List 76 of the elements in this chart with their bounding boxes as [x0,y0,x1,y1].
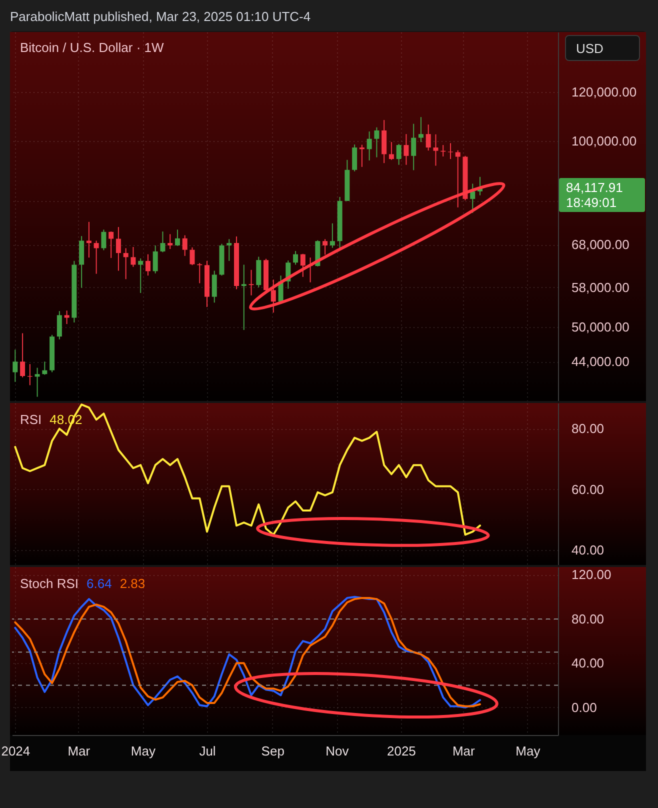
x-tick-label: Nov [326,744,350,758]
y-tick-label: 0.00 [572,700,597,715]
candlestick [101,229,106,251]
candlestick [433,134,438,166]
line-series [14,404,481,536]
candlestick [270,279,276,314]
text: ParabolicMatt published, Mar 23, 2025 01:10 UTC-4 [10,9,311,24]
x-tick-label: Jul [199,744,216,758]
candlestick [404,134,409,166]
candlestick [86,221,92,258]
x-tick-label: 2025 [386,744,416,758]
candlestick [145,254,150,276]
candlestick [418,116,424,143]
candlestick [382,120,387,164]
text: RSI [20,412,42,427]
candlestick [352,144,358,172]
candlestick [174,229,180,246]
y-tick-label: 120.00 [572,567,612,582]
candlestick [374,126,380,158]
candlestick [448,142,453,160]
annotation: 2.83 [120,576,146,591]
y-tick-label: 40.00 [572,542,604,558]
x-tick-label: Mar [68,744,91,758]
candlestick [123,248,128,280]
candlestick [64,310,70,325]
text: Stoch RSI [20,576,79,591]
candlestick [138,258,144,294]
y-tick-label: 60.00 [572,482,604,497]
candlestick [248,269,254,296]
price-tag: 84,117.91 18:49:01 [559,178,645,212]
candlestick [56,310,62,340]
y-tick-label: 50,000.00 [572,320,630,335]
candlestick [20,332,26,378]
y-tick-label: 100,000.00 [572,133,637,148]
candlestick [94,240,99,274]
candlestick [426,124,431,152]
candlestick [130,246,136,268]
text: Bitcoin / U.S. Dollar · 1W [20,40,164,55]
candlestick [330,222,335,248]
y-tick-label: 80.00 [572,421,604,436]
x-tick-label: May [516,744,541,758]
candlestick [152,244,158,274]
candlestick [455,150,460,208]
candlestick [359,144,364,168]
candlestick [108,231,114,258]
candlestick [168,234,173,250]
candlestick [212,270,217,304]
y-tick-label: 80.00 [572,611,604,626]
candlestick [42,361,48,376]
currency-button: USD [565,35,640,61]
candlestick [226,238,232,262]
x-tick-label: Sep [261,744,284,758]
candlestick [34,367,40,398]
candlestick [411,123,416,171]
y-tick-label: 58,000.00 [572,280,630,295]
candlestick [160,231,166,253]
candlestick [300,253,306,278]
candlestick [12,349,18,382]
candlestick [116,226,121,272]
x-tick-label: May [130,744,156,758]
candlestick [396,143,402,166]
candlestick [470,183,476,214]
candlestick [293,250,298,266]
y-tick-label: 68,000.00 [572,237,630,252]
candlestick [241,264,246,330]
y-tick-label: 44,000.00 [572,354,630,370]
x-tick-label: Mar [452,744,476,758]
annotation: 6.64 [86,576,112,591]
x-tick-label: 2024 [1,744,30,758]
y-tick-label: 40.00 [572,656,604,671]
candlestick [366,130,372,161]
candlestick [388,142,394,160]
candlestick [190,246,195,266]
candlestick [322,238,328,256]
y-tick-label: 120,000.00 [572,84,637,100]
candlestick [182,234,188,256]
